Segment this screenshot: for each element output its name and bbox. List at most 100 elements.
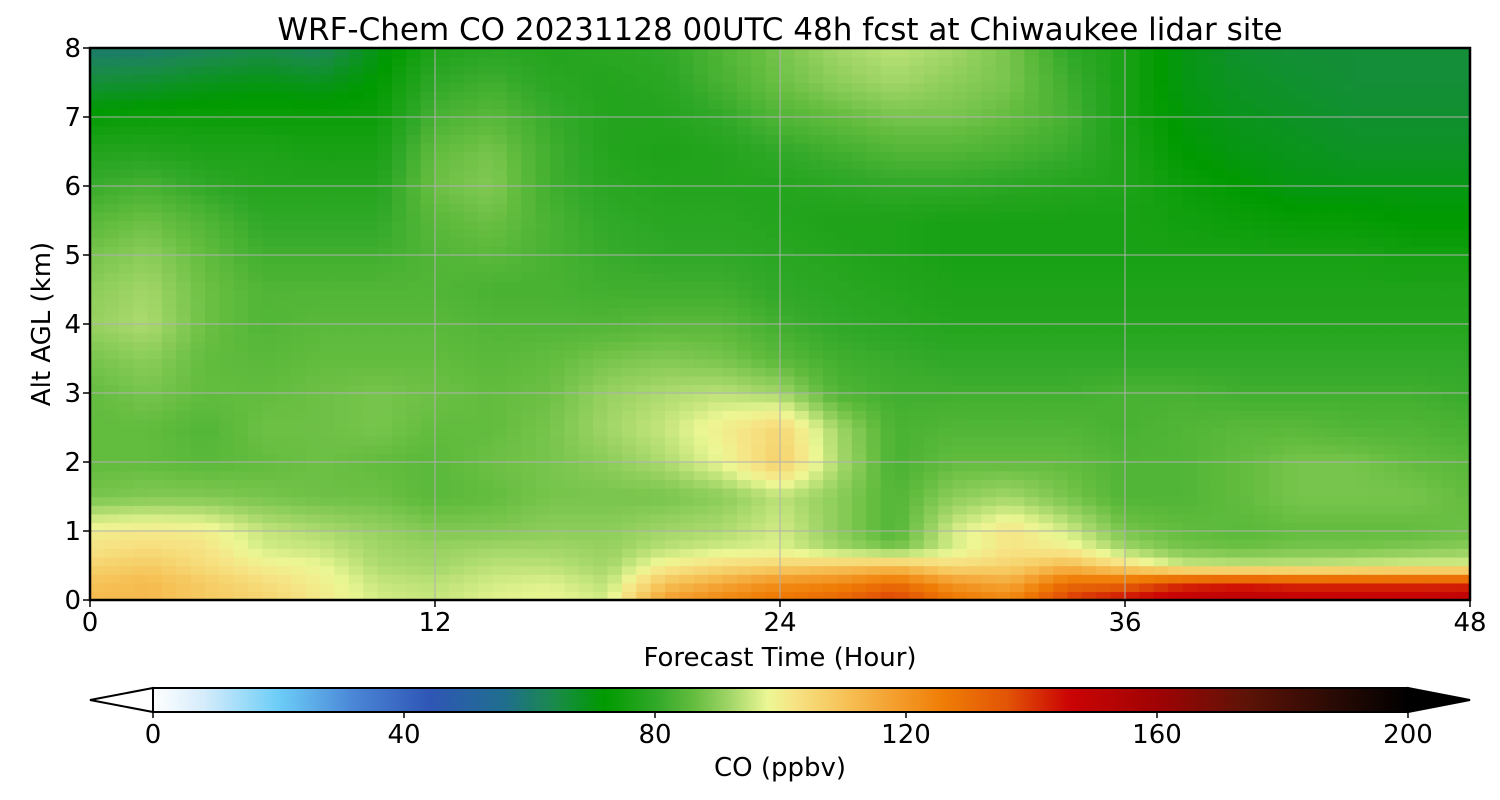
heatmap-cell [248,428,263,437]
heatmap-cell [1139,186,1154,195]
heatmap-cell [90,281,105,290]
heatmap-cell [176,410,191,419]
heatmap-cell [694,566,709,575]
heatmap-cell [421,298,436,307]
heatmap-cell [909,488,924,497]
heatmap-cell [708,367,723,376]
heatmap-cell [1226,488,1241,497]
heatmap-cell [1168,384,1183,393]
heatmap-cell [148,272,163,281]
heatmap-cell [1211,272,1226,281]
heatmap-cell [679,169,694,178]
heatmap-cell [234,359,249,368]
heatmap-cell [1240,583,1255,592]
heatmap-cell [1413,402,1428,411]
heatmap-cell [622,367,637,376]
heatmap-cell [536,315,551,324]
heatmap-cell [1024,281,1039,290]
heatmap-cell [823,505,838,514]
heatmap-cell [1082,557,1097,566]
heatmap-cell [1211,479,1226,488]
heatmap-cell [608,479,623,488]
heatmap-cell [349,402,364,411]
heatmap-cell [1355,238,1370,247]
heatmap-cell [334,203,349,212]
heatmap-cell [104,367,119,376]
heatmap-cell [521,169,536,178]
heatmap-cell [967,324,982,333]
heatmap-cell [521,522,536,531]
heatmap-cell [636,298,651,307]
heatmap-cell [1254,341,1269,350]
heatmap-cell [924,229,939,238]
heatmap-cell [464,324,479,333]
heatmap-cell [449,298,464,307]
heatmap-cell [90,402,105,411]
heatmap-cell [205,341,220,350]
heatmap-cell [90,557,105,566]
heatmap-cell [133,428,148,437]
heatmap-cell [794,221,809,230]
heatmap-cell [507,272,522,281]
heatmap-cell [1053,453,1068,462]
heatmap-cell [1312,203,1327,212]
heatmap-cell [1384,272,1399,281]
heatmap-cell [248,177,263,186]
heatmap-cell [909,531,924,540]
heatmap-cell [924,307,939,316]
heatmap-cell [320,497,335,506]
heatmap-cell [1024,341,1039,350]
heatmap-cell [723,255,738,264]
heatmap-cell [1082,505,1097,514]
heatmap-cell [507,246,522,255]
heatmap-cell [909,471,924,480]
heatmap-cell [291,462,306,471]
heatmap-cell [881,281,896,290]
heatmap-cell [1125,479,1140,488]
heatmap-cell [881,410,896,419]
heatmap-cell [665,376,680,385]
heatmap-cell [1197,255,1212,264]
heatmap-cell [1211,574,1226,583]
heatmap-cell [1341,238,1356,247]
heatmap-cell [363,574,378,583]
heatmap-cell [723,462,738,471]
heatmap-cell [694,384,709,393]
heatmap-cell [1312,307,1327,316]
heatmap-cell [1068,221,1083,230]
heatmap-cell [435,333,450,342]
heatmap-cell [708,298,723,307]
heatmap-cell [838,255,853,264]
heatmap-cell [1139,410,1154,419]
heatmap-cell [694,186,709,195]
heatmap-cell [679,531,694,540]
heatmap-cell [1125,350,1140,359]
heatmap-cell [1240,393,1255,402]
heatmap-cell [1413,548,1428,557]
heatmap-cell [90,540,105,549]
heatmap-cell [1240,540,1255,549]
heatmap-cell [435,272,450,281]
heatmap-cell [766,548,781,557]
heatmap-cell [1010,453,1025,462]
heatmap-cell [191,186,206,195]
heatmap-cell [938,583,953,592]
heatmap-cell [1068,315,1083,324]
heatmap-cell [881,221,896,230]
heatmap-cell [579,367,594,376]
heatmap-cell [1355,195,1370,204]
heatmap-cell [464,238,479,247]
heatmap-cell [406,522,421,531]
heatmap-cell [104,583,119,592]
heatmap-cell [162,246,177,255]
heatmap-cell [392,393,407,402]
heatmap-cell [291,428,306,437]
heatmap-cell [651,514,666,523]
heatmap-cell [1168,341,1183,350]
heatmap-cell [636,341,651,350]
heatmap-cell [967,393,982,402]
heatmap-cell [1427,264,1442,273]
heatmap-cell [349,566,364,575]
heatmap-cell [1240,367,1255,376]
heatmap-cell [1226,246,1241,255]
